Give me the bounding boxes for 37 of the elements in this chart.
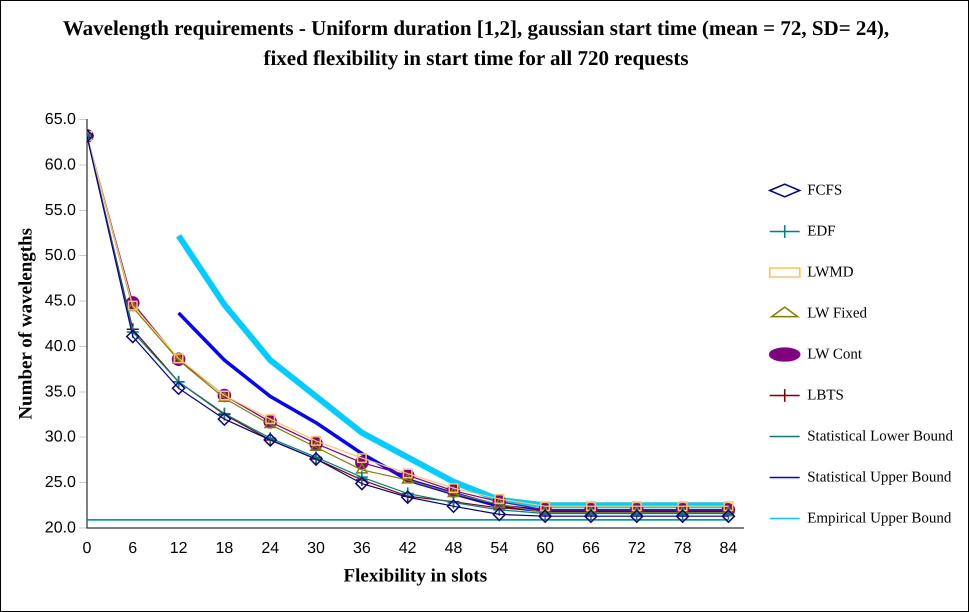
y-tick-label: 50.0 bbox=[44, 247, 76, 264]
legend-label: LW Cont bbox=[807, 346, 863, 362]
y-axis-title: Number of wavelengths bbox=[15, 228, 36, 420]
legend-label: LBTS bbox=[807, 387, 844, 404]
y-tick-label: 25.0 bbox=[44, 474, 76, 492]
x-tick-label: 84 bbox=[720, 540, 738, 558]
x-tick-label: 42 bbox=[398, 540, 417, 558]
x-tick-label: 12 bbox=[170, 540, 188, 558]
x-tick-label: 6 bbox=[128, 540, 138, 558]
x-tick-label: 18 bbox=[216, 540, 234, 558]
x-tick-label: 30 bbox=[307, 540, 326, 558]
x-tick-label: 48 bbox=[444, 540, 462, 558]
x-tick-label: 0 bbox=[82, 540, 92, 558]
x-tick-label: 78 bbox=[674, 540, 692, 558]
legend-label: EDF bbox=[807, 223, 836, 240]
chart-title: Wavelength requirements - Uniform duration [1,2], gaussian start time (mean = 72, SD= 24), fixed flexibility in start time for all 720 requests bbox=[62, 15, 890, 72]
x-tick-label: 72 bbox=[628, 540, 646, 558]
y-tick-label: 45.0 bbox=[44, 292, 76, 310]
y-tick-label: 30.0 bbox=[44, 428, 76, 446]
x-tick-label: 66 bbox=[582, 540, 600, 558]
y-tick-label: 65.0 bbox=[44, 111, 76, 128]
x-axis-title: Flexibility in slots bbox=[344, 566, 488, 587]
legend-label: LW Fixed bbox=[807, 305, 868, 322]
y-tick-label: 40.0 bbox=[44, 338, 76, 355]
legend-label: Statistical Lower Bound bbox=[807, 428, 954, 444]
legend-label: FCFS bbox=[807, 182, 842, 198]
legend-label: Empirical Upper Bound bbox=[807, 510, 952, 526]
y-tick-label: 20.0 bbox=[44, 519, 76, 536]
y-tick-label: 60.0 bbox=[44, 156, 76, 174]
y-tick-label: 55.0 bbox=[44, 202, 76, 219]
legend-label: Statistical Upper Bound bbox=[807, 469, 952, 486]
legend-label: LWMD bbox=[807, 264, 854, 280]
y-tick-label: 35.0 bbox=[44, 383, 76, 400]
x-tick-label: 60 bbox=[536, 540, 554, 558]
x-tick-label: 24 bbox=[261, 540, 280, 558]
x-tick-label: 54 bbox=[490, 540, 508, 558]
x-tick-label: 36 bbox=[352, 540, 371, 558]
